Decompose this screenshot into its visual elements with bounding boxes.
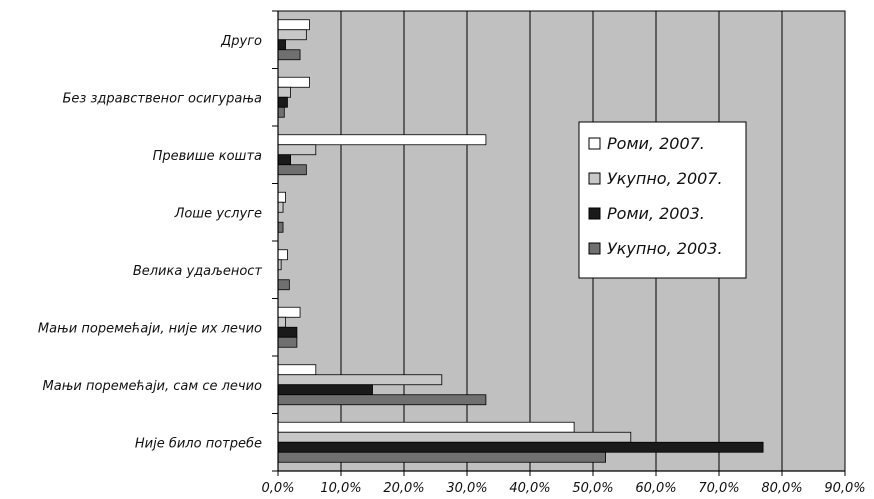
category-label: Велика удаљеност [133, 264, 263, 279]
bar [277, 29, 307, 41]
bar [277, 431, 632, 443]
bar [277, 394, 487, 406]
category-label: Мањи поремећаји, није их лечио [38, 321, 262, 336]
bar [277, 49, 301, 61]
category-label: Без здравственог осигурања [63, 91, 263, 106]
bar [277, 134, 487, 146]
bar [277, 106, 285, 118]
bar [277, 96, 288, 108]
x-tick-label: 30,0% [446, 481, 487, 496]
bar [277, 76, 310, 88]
legend-swatch [588, 242, 601, 255]
bar [277, 451, 607, 463]
plot-area [277, 10, 846, 472]
bar [277, 249, 288, 261]
legend-box [578, 121, 747, 279]
bar [277, 364, 317, 376]
bar [277, 279, 290, 291]
bar [277, 154, 292, 166]
legend-swatch [588, 172, 601, 185]
x-tick-label: 90,0% [824, 481, 865, 496]
legend-label: Роми, 2007. [607, 134, 705, 153]
legend-label: Укупно, 2003. [607, 239, 723, 258]
bar [277, 164, 307, 176]
x-tick-label: 0,0% [261, 481, 294, 496]
bar [277, 144, 317, 156]
x-tick-label: 20,0% [383, 481, 424, 496]
bar [277, 336, 298, 348]
x-tick-label: 10,0% [320, 481, 361, 496]
category-label: Друго [220, 34, 262, 49]
legend-label: Роми, 2003. [607, 204, 705, 223]
category-label: Лоше услуге [174, 206, 262, 221]
bar [277, 374, 443, 386]
bar [277, 221, 284, 233]
x-tick-label: 60,0% [635, 481, 676, 496]
bar [277, 191, 286, 203]
legend-swatch [588, 207, 601, 220]
bar [277, 19, 310, 31]
bar [277, 306, 301, 318]
x-tick-label: 80,0% [761, 481, 802, 496]
category-label: Мањи поремећаји, сам се лечио [43, 379, 262, 394]
bar [277, 441, 764, 453]
bar [277, 86, 292, 98]
bar [277, 326, 298, 338]
bar [277, 384, 373, 396]
bar [277, 39, 286, 51]
category-label: Није било потребе [135, 436, 262, 451]
x-tick-label: 40,0% [509, 481, 550, 496]
legend-swatch [588, 137, 601, 150]
bar [277, 201, 284, 213]
bar [277, 421, 575, 433]
axes: 0,0% 10,0% 20,0% 30,0% 40,0% 50,0% 60,0% 70,0% 8… [38, 10, 866, 496]
bar [277, 316, 286, 328]
legend: Роми, 2007. Укупно, 2007. Роми, 2003. Укупн… [578, 121, 747, 279]
x-tick-label: 70,0% [698, 481, 739, 496]
x-tick-label: 50,0% [572, 481, 613, 496]
category-label: Превише кошта [153, 149, 262, 164]
legend-label: Укупно, 2007. [607, 169, 723, 188]
